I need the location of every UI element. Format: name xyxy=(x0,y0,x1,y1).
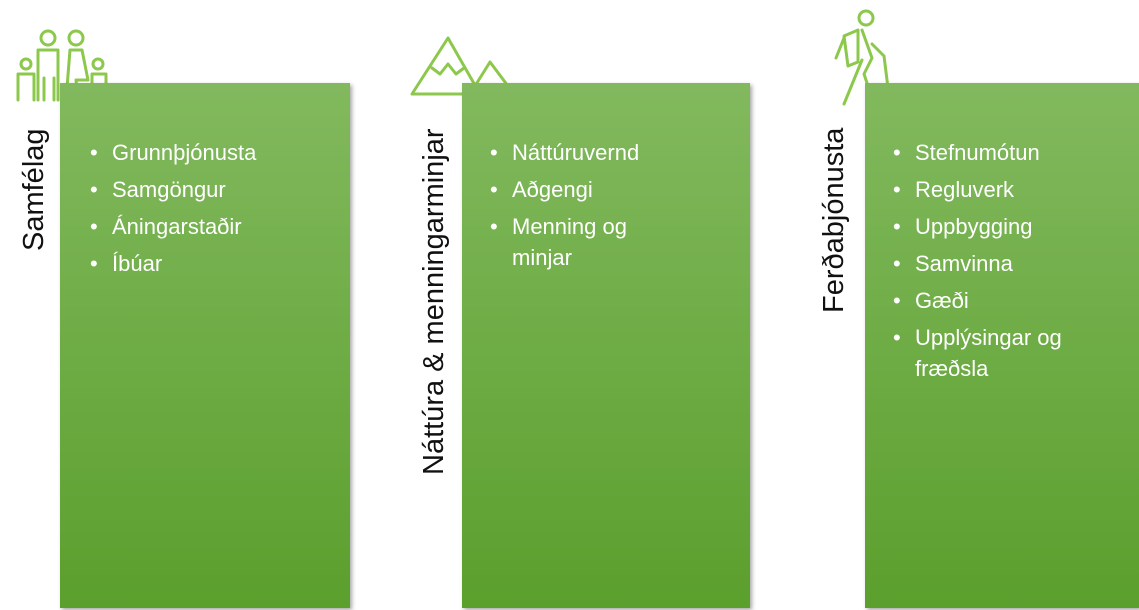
bullet-item: Áningarstaðir xyxy=(90,211,342,242)
bullet-item: Samgöngur xyxy=(90,174,342,205)
column-title: Samfélag xyxy=(18,128,50,251)
bullet-list: Náttúruvernd Aðgengi Menning og minjar xyxy=(490,137,682,279)
bullet-item: Aðgengi xyxy=(490,174,682,205)
bullet-item: Stefnumótun xyxy=(893,137,1139,168)
bullet-item: Samvinna xyxy=(893,248,1139,279)
bullet-item: Uppbygging xyxy=(893,211,1139,242)
bullet-item: Upplýsingar og fræðsla xyxy=(893,322,1139,384)
column-box xyxy=(60,83,350,608)
column-box xyxy=(462,83,750,608)
bullet-item: Gæði xyxy=(893,285,1139,316)
bullet-item: Grunnþjónusta xyxy=(90,137,342,168)
bullet-list: Stefnumótun Regluverk Uppbygging Samvinna Gæ… xyxy=(893,137,1139,390)
family-icon xyxy=(16,29,108,102)
bullet-item: Menning og minjar xyxy=(490,211,682,273)
bullet-item: Náttúruvernd xyxy=(490,137,682,168)
hiker-icon xyxy=(834,9,892,106)
column-title: Ferðabjónusta xyxy=(818,127,850,313)
bullet-item: Regluverk xyxy=(893,174,1139,205)
column-title: Náttúra & menningarminjar xyxy=(418,128,450,475)
bullet-list: Grunnþjónusta Samgöngur Áningarstaðir Íbúar xyxy=(90,137,342,285)
bullet-item: Íbúar xyxy=(90,248,342,279)
